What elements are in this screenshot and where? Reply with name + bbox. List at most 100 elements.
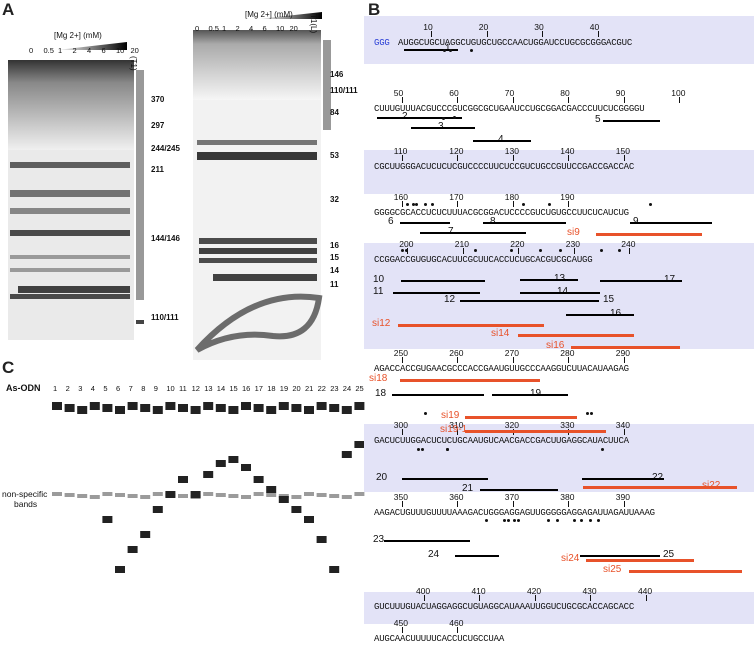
gel-c-lane-13: 14 (216, 384, 226, 393)
gel-c-nonspecific-band-4 (102, 492, 113, 496)
oligo-bar-11 (393, 292, 480, 294)
gu-pair-dot-2 (470, 49, 473, 52)
seq-num-9-0: 450 (393, 618, 408, 628)
gel-c-top-band-9 (165, 402, 176, 410)
seq-num-2-3: 140 (560, 146, 575, 156)
gu-pair-dot-17 (539, 249, 542, 252)
oligo-bar-14 (520, 292, 600, 294)
oligo-bar-9 (630, 222, 712, 224)
seq-block-6 (364, 352, 754, 424)
gel-a1-lane-6: 10 (116, 46, 125, 55)
gel-c-cleavage-band-11 (190, 491, 201, 498)
seq-num-8-1: 410 (471, 586, 486, 596)
seq-num-6-4: 340 (615, 420, 630, 430)
gu-pair-dot-25 (601, 448, 604, 451)
gel-c-lane-11: 12 (191, 384, 200, 393)
gel-c-cleavage-band-19 (291, 506, 302, 513)
seq-num-8-3: 430 (582, 586, 597, 596)
seq-tick-2-4 (623, 155, 625, 161)
gel-c-top-band-20 (304, 406, 314, 414)
gel-a2-lane-0: 0 (195, 24, 200, 33)
seq-num-0-1: 20 (478, 22, 489, 32)
gel-a1-size-3: 211 (151, 165, 164, 174)
seq-tick-3-2 (512, 201, 514, 207)
seq-tick-8-4 (645, 595, 647, 601)
seq-num-1-2: 70 (504, 88, 515, 98)
oligo-bar-21 (480, 489, 558, 491)
gu-pair-dot-13 (401, 249, 404, 252)
gu-pair-dot-34 (547, 519, 550, 522)
seq-tick-6-0 (401, 429, 403, 435)
seq-tick-9-1 (457, 627, 459, 633)
seq-num-7-3: 380 (560, 492, 575, 502)
seq-tick-1-0 (401, 97, 403, 103)
seq-row-6: GACUCUUGGACUCUCUGCAAUGUCAACGACCGACUUGAGG… (374, 436, 629, 446)
gel-a2-lane-7: 20 (289, 24, 298, 33)
gel-c-lane-6: 7 (128, 384, 133, 393)
gel-c-nonspecific-band-22 (329, 494, 340, 498)
seq-num-4-4: 240 (621, 239, 636, 249)
gu-pair-dot-33 (517, 519, 520, 522)
seq-row-5: AGACCACCGUGAACGCCCACCGAAUGUUGCCCAAGGUCUU… (374, 364, 629, 374)
gel-c-nonspecific-band-5 (115, 493, 125, 497)
seq-tick-8-1 (479, 595, 481, 601)
oligo-label-4: 4 (498, 134, 504, 145)
seq-num-3-3: 190 (560, 192, 575, 202)
gel-c-lane-19: 20 (292, 384, 301, 393)
seq-num-1-4: 90 (615, 88, 626, 98)
seq-tick-8-2 (534, 595, 536, 601)
gel-c-lane-10: 11 (179, 384, 187, 393)
seq-row-8: GUCUUUGUACUAGGAGGCUGUAGGCAUAAAUUGGUCUGCG… (374, 602, 635, 612)
seq-tick-2-1 (457, 155, 459, 161)
sirna-label-3: si16 (546, 340, 565, 351)
gel-c-cleavage-band-21 (316, 536, 327, 543)
gel-c-nonspecific-band-13 (215, 493, 226, 497)
gu-pair-dot-10 (548, 203, 551, 206)
seq-tick-1-2 (512, 97, 514, 103)
gu-pair-dot-11 (522, 203, 525, 206)
gu-pair-dot-22 (586, 412, 589, 415)
oligo-label-6: 6 (388, 216, 394, 227)
oligo-label-9: 9 (633, 216, 639, 227)
seq-num-8-4: 440 (637, 586, 653, 596)
gel-c-top-band-14 (228, 406, 239, 414)
gel-c-nonspecific-band-7 (140, 495, 151, 499)
seq-num-6-2: 320 (504, 420, 519, 430)
gu-pair-dot-38 (589, 519, 592, 522)
gel-a2-image (193, 30, 331, 360)
seq-num-4-1: 210 (454, 239, 469, 249)
gel-a2-size-5: 16 (330, 241, 339, 250)
sirna-label-2: si14 (491, 328, 510, 339)
seq-num-5-4: 290 (615, 348, 630, 358)
gel-c-nonspecific-band-3 (89, 495, 100, 499)
seq-num-7-4: 390 (615, 492, 630, 502)
oligo-label-12: 12 (444, 294, 456, 305)
seq-tick-7-4 (623, 501, 625, 507)
gel-c-top-band-23 (341, 406, 352, 414)
gel-a1-lane-2: 1 (58, 46, 63, 55)
seq-num-1-0: 50 (393, 88, 404, 98)
oligo-bar-15 (460, 300, 599, 302)
gel-c-cleavage-band-23 (341, 451, 352, 458)
gu-pair-dot-21 (424, 412, 427, 415)
gel-a1-lane-4: 4 (87, 46, 92, 55)
gel-c-top-band-17 (266, 406, 277, 414)
gel-c-lane-2: 3 (78, 384, 83, 393)
gel-a1-mg-label: [Mg 2+] (mM) (54, 31, 102, 40)
gel-c-nonspecific-band-21 (316, 493, 327, 497)
seq-tick-5-4 (623, 357, 625, 363)
seq-num-3-0: 160 (393, 192, 408, 202)
sirna-label-8: si24 (561, 553, 580, 564)
sirna-bar-7 (583, 486, 737, 489)
gel-c-lane-14: 15 (229, 384, 238, 393)
seq-block-5 (364, 243, 754, 349)
gel-a2-lane-5: 6 (262, 24, 267, 33)
seq-tick-4-3 (573, 248, 575, 254)
sirna-label-0: si9 (567, 227, 580, 238)
gel-c-lane-18: 19 (279, 384, 289, 393)
gu-pair-dot-18 (559, 249, 562, 252)
gel-a2-lane-2: 1 (222, 24, 227, 33)
seq-num-5-3: 280 (560, 348, 575, 358)
gel-a1-lane-1: 0.5 (43, 46, 54, 55)
gu-pair-dot-28 (421, 448, 424, 451)
